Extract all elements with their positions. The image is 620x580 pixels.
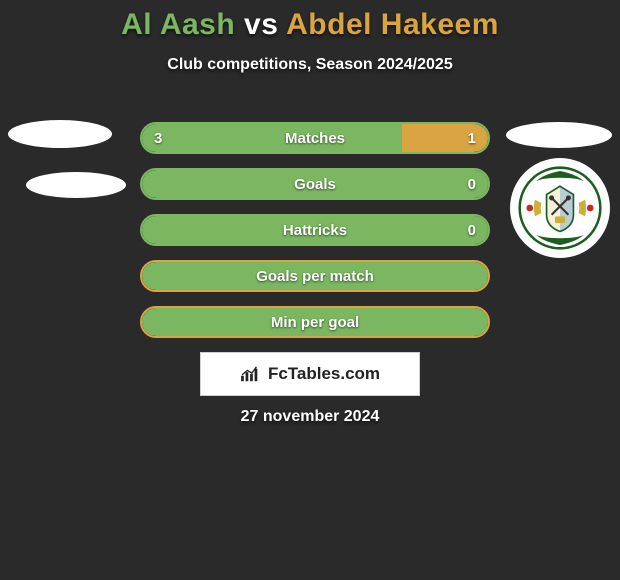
player2-avatar-placeholder [506, 122, 612, 148]
player2-club-badge [510, 158, 610, 258]
player1-avatar-placeholder [8, 120, 112, 148]
stat-label: Matches [142, 130, 488, 147]
brand-text: FcTables.com [268, 364, 380, 384]
date-text: 27 november 2024 [0, 408, 620, 426]
player2-name: Abdel Hakeem [286, 8, 499, 41]
stat-row: 0Goals [140, 168, 490, 200]
stat-label: Min per goal [142, 314, 488, 331]
player2-avatar-stack [506, 122, 612, 258]
club-crest-icon [518, 166, 602, 250]
stat-row: Goals per match [140, 260, 490, 292]
stat-label: Hattricks [142, 222, 488, 239]
stat-row: 31Matches [140, 122, 490, 154]
stat-bars: 31Matches 0Goals 0Hattricks Goals per match… [140, 122, 490, 352]
stat-label: Goals per match [142, 268, 488, 285]
player1-club-placeholder [26, 172, 126, 198]
comparison-title: Al Aash vs Abdel Hakeem [0, 0, 620, 42]
subtitle: Club competitions, Season 2024/2025 [0, 56, 620, 74]
brand-box: FcTables.com [200, 352, 420, 396]
player1-name: Al Aash [121, 8, 235, 41]
vs-text: vs [244, 8, 278, 41]
stat-label: Goals [142, 176, 488, 193]
stat-row: 0Hattricks [140, 214, 490, 246]
bar-chart-icon [240, 365, 262, 383]
player1-avatar-stack [8, 120, 126, 198]
stat-row: Min per goal [140, 306, 490, 338]
